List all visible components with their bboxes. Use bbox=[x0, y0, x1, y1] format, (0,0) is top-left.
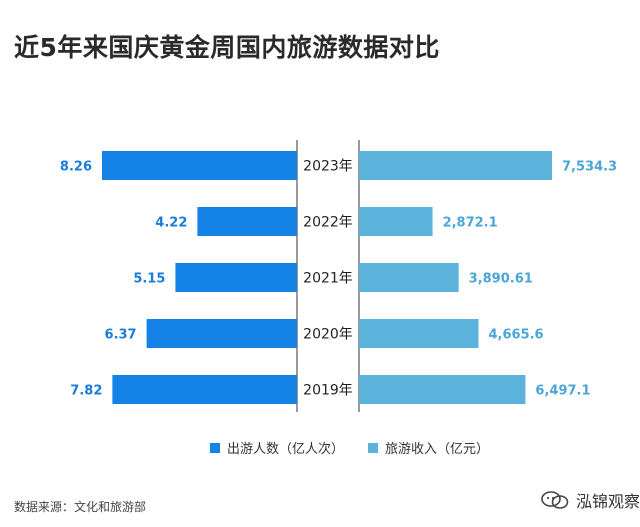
legend: 出游人数（亿人次） 旅游收入（亿元） bbox=[210, 441, 489, 457]
label-visitors-1: 4.22 bbox=[155, 216, 187, 231]
label-revenue-4: 6,497.1 bbox=[535, 384, 590, 399]
label-visitors-0: 8.26 bbox=[60, 160, 92, 175]
bar-revenue-1 bbox=[359, 207, 433, 236]
bar-visitors-1 bbox=[197, 207, 297, 236]
bar-revenue-0 bbox=[359, 151, 552, 180]
chart-title: 近5年来国庆黄金周国内旅游数据对比 bbox=[14, 33, 440, 62]
label-revenue-3: 4,665.6 bbox=[489, 328, 544, 343]
legend-swatch-left bbox=[210, 443, 220, 453]
label-revenue-1: 2,872.1 bbox=[443, 216, 498, 231]
label-visitors-4: 7.82 bbox=[70, 384, 102, 399]
bar-revenue-4 bbox=[359, 375, 526, 404]
label-revenue-2: 3,890.61 bbox=[469, 272, 533, 287]
legend-swatch-right bbox=[368, 443, 378, 453]
legend-label-right: 旅游收入（亿元） bbox=[385, 442, 489, 457]
bar-revenue-3 bbox=[359, 319, 479, 348]
bar-visitors-3 bbox=[146, 319, 297, 348]
year-label-2: 2021年 bbox=[303, 271, 353, 287]
wechat-icon bbox=[541, 491, 569, 509]
label-revenue-0: 7,534.3 bbox=[562, 160, 617, 175]
year-label-0: 2023年 bbox=[303, 159, 353, 175]
bar-visitors-0 bbox=[102, 151, 297, 180]
year-label-3: 2020年 bbox=[303, 327, 353, 343]
label-visitors-3: 6.37 bbox=[105, 328, 137, 343]
bar-visitors-2 bbox=[175, 263, 297, 292]
year-label-1: 2022年 bbox=[303, 215, 353, 231]
year-label-4: 2019年 bbox=[303, 383, 353, 399]
label-visitors-2: 5.15 bbox=[133, 272, 165, 287]
legend-label-left: 出游人数（亿人次） bbox=[227, 441, 344, 457]
watermark-text: 泓锦观察 bbox=[576, 492, 640, 511]
bars-group: 8.26 7,534.3 2023年 4.22 2,872.1 2022年 5.15 3,89… bbox=[60, 151, 617, 404]
bar-revenue-2 bbox=[359, 263, 459, 292]
bar-visitors-4 bbox=[112, 375, 297, 404]
source-note: 数据来源：文化和旅游部 bbox=[14, 500, 147, 514]
watermark: 泓锦观察 bbox=[540, 488, 640, 512]
